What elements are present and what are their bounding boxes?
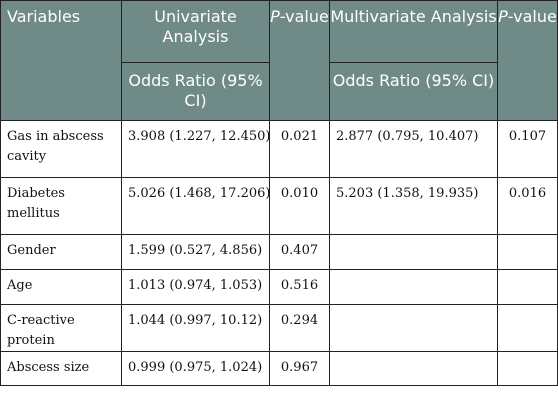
header-univariate-odds-ratio: Odds Ratio (95% CI) [121,62,270,121]
cell-univariate-or: 0.999 (0.975, 1.024) [121,351,270,386]
cell-multivariate-p [497,234,558,270]
header-univariate: Univariate Analysis [121,0,270,63]
cell-multivariate-p [497,351,558,386]
table-row: Diabetes mellitus 5.026 (1.468, 17.206) 0.… [0,177,558,235]
cell-univariate-p: 0.407 [269,234,330,270]
cell-variable: C-reactive protein [0,304,122,352]
header-variables: Variables [0,0,122,121]
cell-variable: Abscess size [0,351,122,386]
cell-multivariate-p [497,304,558,352]
table-row: Abscess size 0.999 (0.975, 1.024) 0.967 [0,351,558,386]
table-body: Gas in abscess cavity 3.908 (1.227, 12.45… [0,120,558,386]
cell-multivariate-or: 5.203 (1.358, 19.935) [329,177,498,235]
cell-multivariate-p: 0.016 [497,177,558,235]
cell-variable: Diabetes mellitus [0,177,122,235]
cell-multivariate-p: 0.107 [497,120,558,178]
cell-univariate-or: 1.044 (0.997, 10.12) [121,304,270,352]
table-row: Age 1.013 (0.974, 1.053) 0.516 [0,269,558,305]
p-italic: P [270,7,280,26]
cell-univariate-p: 0.010 [269,177,330,235]
cell-univariate-or: 5.026 (1.468, 17.206) [121,177,270,235]
cell-variable: Age [0,269,122,305]
cell-univariate-or: 1.599 (0.527, 4.856) [121,234,270,270]
p-rest: -value [279,7,329,26]
table-row: Gas in abscess cavity 3.908 (1.227, 12.45… [0,120,558,178]
cell-variable: Gender [0,234,122,270]
table-row: C-reactive protein 1.044 (0.997, 10.12) 0.… [0,304,558,352]
cell-univariate-p: 0.294 [269,304,330,352]
p-italic: P [498,7,508,26]
cell-univariate-p: 0.021 [269,120,330,178]
cell-univariate-or: 1.013 (0.974, 1.053) [121,269,270,305]
cell-multivariate-or [329,269,498,305]
cell-univariate-p: 0.967 [269,351,330,386]
header-multivariate-p-value: P-value [497,0,558,121]
cell-multivariate-or [329,304,498,352]
cell-multivariate-or: 2.877 (0.795, 10.407) [329,120,498,178]
cell-univariate-or: 3.908 (1.227, 12.450) [121,120,270,178]
table-row: Gender 1.599 (0.527, 4.856) 0.407 [0,234,558,270]
cell-univariate-p: 0.516 [269,269,330,305]
p-rest: -value [507,7,557,26]
cell-multivariate-or [329,351,498,386]
cell-multivariate-p [497,269,558,305]
header-multivariate-odds-ratio: Odds Ratio (95% CI) [329,62,498,121]
header-multivariate: Multivariate Analysis [329,0,498,63]
cell-variable: Gas in abscess cavity [0,120,122,178]
header-univariate-p-value: P-value [269,0,330,121]
results-table: Variables Univariate Analysis P-value Mu… [0,0,558,386]
cell-multivariate-or [329,234,498,270]
